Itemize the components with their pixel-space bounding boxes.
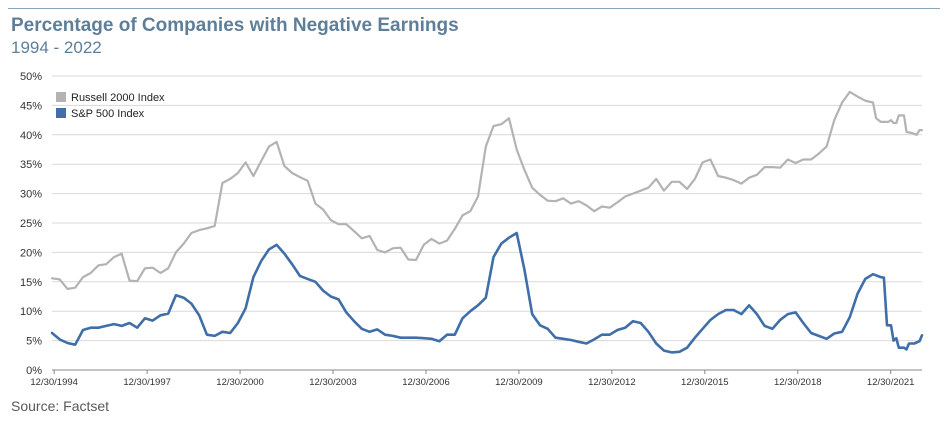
russell-2000-line (50, 90, 924, 290)
legend-swatch (56, 108, 66, 118)
top-rule (8, 8, 940, 9)
x-tick-label: 12/30/1997 (123, 377, 171, 388)
x-tick-label: 12/30/1994 (30, 377, 78, 388)
x-axis-ticks: 12/30/1994 12/30/1997 12/30/2000 12/30/2003… (30, 370, 914, 388)
x-tick-label: 12/30/2006 (402, 377, 450, 388)
x-tick-label: 12/30/2003 (309, 377, 357, 388)
legend-label: Russell 2000 Index (71, 92, 165, 104)
y-tick-label: 15% (20, 277, 42, 289)
x-tick-label: 12/30/2021 (867, 377, 915, 388)
y-tick-label: 50% (20, 71, 42, 83)
x-tick-label: 12/30/2018 (774, 377, 822, 388)
x-tick-label: 12/30/2009 (495, 377, 543, 388)
y-tick-label: 30% (20, 189, 42, 201)
y-tick-label: 0% (26, 365, 42, 377)
series-lines (50, 90, 924, 354)
y-tick-label: 45% (20, 100, 42, 112)
x-tick-label: 12/30/2012 (588, 377, 636, 388)
source-note: Source: Factset (11, 398, 110, 414)
y-tick-label: 20% (20, 247, 42, 259)
chart-title: Percentage of Companies with Negative Ea… (11, 15, 459, 36)
x-tick-label: 12/30/2000 (216, 377, 264, 388)
legend: Russell 2000 Index S&P 500 Index (56, 92, 165, 120)
gridlines (52, 75, 922, 342)
y-tick-label: 40% (20, 130, 42, 142)
legend-label: S&P 500 Index (71, 108, 145, 120)
y-tick-label: 10% (20, 306, 42, 318)
legend-swatch (56, 92, 66, 102)
x-tick-label: 12/30/2015 (681, 377, 729, 388)
y-tick-label: 25% (20, 218, 42, 230)
chart-subtitle: 1994 - 2022 (11, 38, 102, 57)
y-tick-label: 35% (20, 159, 42, 171)
y-axis-ticks: 0% 5% 10% 15% 20% 25% 30% 35% 40% 45% 50% (20, 71, 42, 377)
sp500-line (50, 231, 924, 354)
y-tick-label: 5% (26, 336, 42, 348)
